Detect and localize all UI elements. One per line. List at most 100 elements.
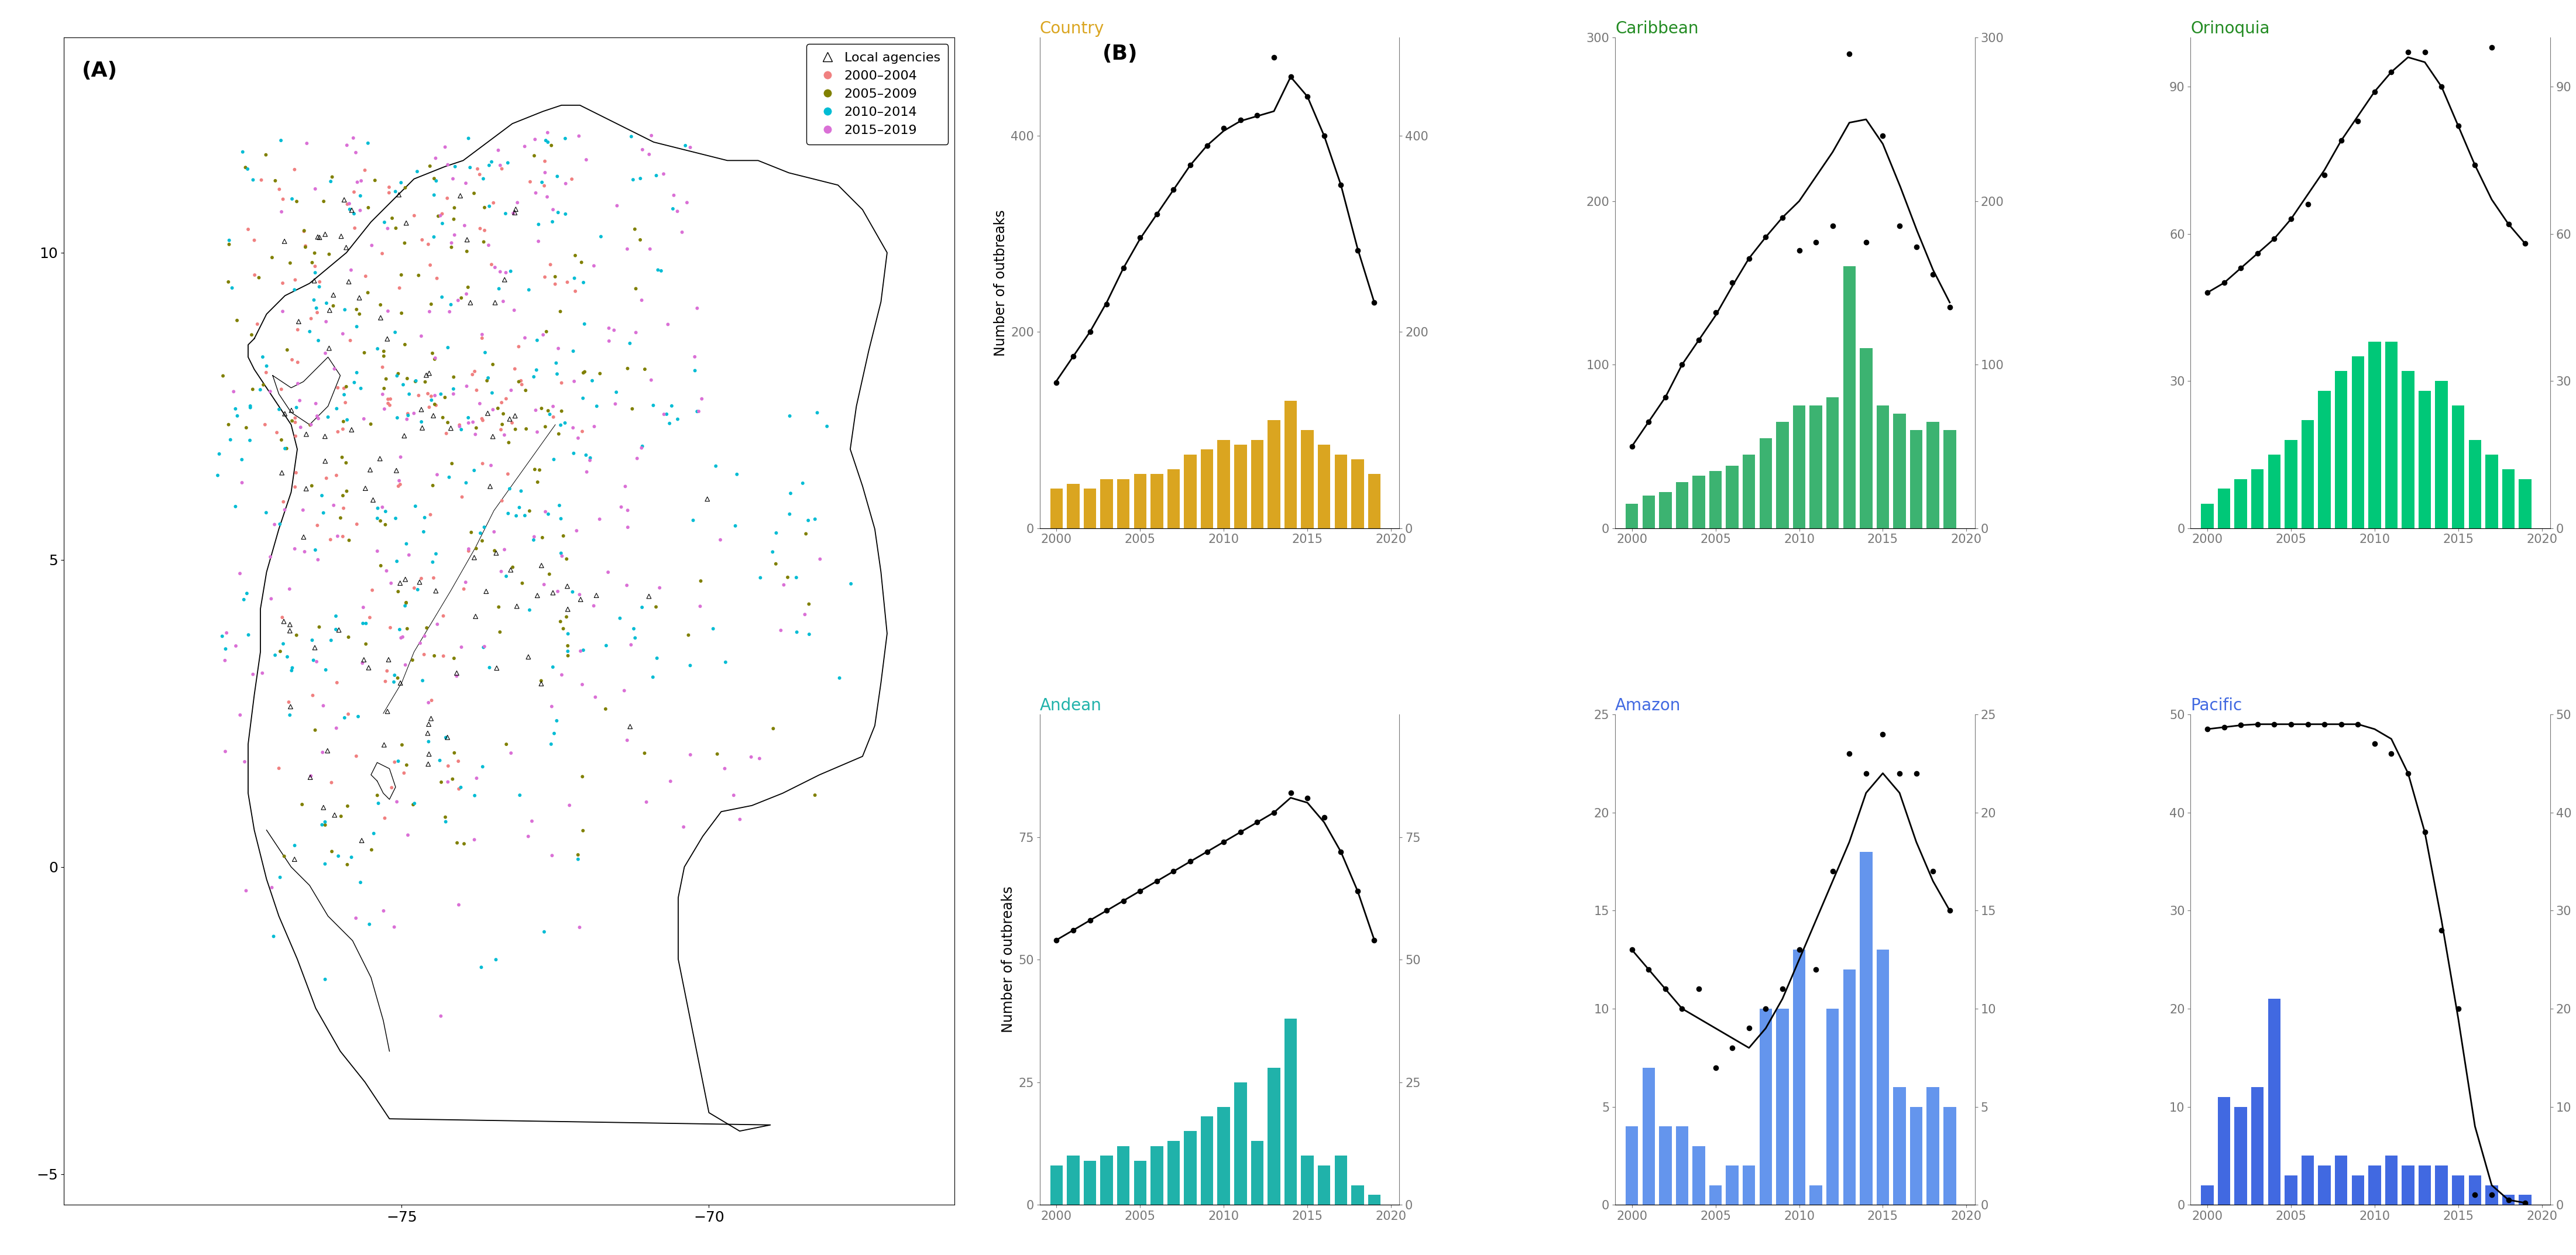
Point — [562, 767, 603, 787]
Point — [358, 448, 399, 468]
Point — [546, 548, 587, 569]
Point — [420, 384, 461, 404]
Point — [386, 825, 428, 845]
Point — [569, 448, 611, 468]
Point — [283, 221, 325, 241]
Point — [392, 650, 433, 670]
Point — [453, 547, 495, 567]
Point — [332, 128, 374, 148]
Bar — [1334, 454, 1347, 528]
Bar — [1692, 476, 1705, 528]
Point — [482, 491, 523, 511]
Point — [407, 723, 448, 743]
Bar — [1927, 422, 1940, 528]
Point — [407, 714, 448, 734]
Point — [379, 277, 420, 297]
Point — [531, 136, 572, 156]
Point — [2221, 715, 2262, 735]
Point — [415, 168, 456, 188]
Point — [209, 414, 250, 434]
Point — [415, 184, 456, 205]
Text: Orinoquia: Orinoquia — [2190, 21, 2269, 38]
Point — [242, 375, 283, 395]
Point — [317, 526, 358, 546]
Point — [260, 131, 301, 151]
Point — [471, 255, 513, 275]
Point — [227, 418, 268, 438]
Point — [299, 617, 340, 638]
Point — [386, 213, 428, 233]
Point — [227, 159, 268, 179]
Point — [294, 540, 335, 560]
Bar — [1808, 405, 1821, 528]
Point — [348, 658, 389, 678]
Point — [330, 193, 371, 213]
Point — [2221, 259, 2262, 279]
Bar — [1643, 496, 1654, 528]
Point — [616, 279, 657, 299]
Text: Amazon: Amazon — [1615, 698, 1682, 714]
Bar — [1285, 400, 1296, 528]
Point — [335, 909, 376, 929]
Point — [2254, 714, 2295, 734]
Point — [1154, 861, 1195, 881]
Point — [466, 403, 507, 423]
Point — [574, 417, 616, 437]
Point — [276, 398, 317, 418]
Point — [2321, 714, 2362, 734]
Point — [422, 408, 464, 428]
Point — [1896, 237, 1937, 257]
Text: (B): (B) — [1103, 44, 1139, 64]
Point — [394, 370, 435, 390]
Point — [304, 191, 345, 211]
Point — [453, 461, 495, 481]
Point — [325, 708, 366, 728]
Point — [252, 926, 294, 946]
Point — [662, 817, 703, 837]
Point — [260, 379, 301, 399]
Point — [263, 607, 304, 628]
Point — [379, 673, 420, 693]
Point — [1087, 295, 1128, 315]
Bar — [1252, 1141, 1262, 1205]
Point — [268, 692, 309, 712]
Bar — [1200, 1117, 1213, 1205]
Point — [541, 611, 582, 631]
Point — [670, 137, 711, 157]
Bar — [2233, 1107, 2246, 1205]
Point — [546, 607, 587, 628]
Bar — [2367, 1166, 2380, 1205]
Point — [428, 467, 469, 487]
Point — [374, 671, 415, 692]
Bar — [2352, 1176, 2365, 1205]
Point — [361, 358, 402, 378]
Point — [234, 230, 276, 250]
Point — [438, 779, 479, 799]
Bar — [1133, 1161, 1146, 1205]
Point — [307, 294, 348, 314]
Point — [2437, 115, 2478, 136]
Point — [229, 430, 270, 451]
Point — [477, 950, 518, 970]
Point — [2455, 1185, 2496, 1205]
Point — [216, 405, 258, 425]
Text: Caribbean: Caribbean — [1615, 21, 1698, 38]
Point — [562, 640, 603, 660]
Point — [464, 638, 505, 658]
Point — [384, 425, 425, 446]
Point — [641, 261, 683, 281]
Point — [294, 262, 335, 282]
Point — [433, 210, 474, 230]
Point — [415, 543, 456, 563]
Point — [309, 530, 350, 550]
Point — [613, 619, 654, 639]
Point — [605, 575, 647, 595]
Point — [250, 589, 291, 609]
Point — [252, 247, 294, 267]
Bar — [1677, 482, 1687, 528]
Point — [376, 508, 417, 528]
Point — [294, 650, 335, 670]
Point — [276, 427, 317, 447]
Point — [322, 412, 363, 432]
Point — [296, 407, 337, 427]
